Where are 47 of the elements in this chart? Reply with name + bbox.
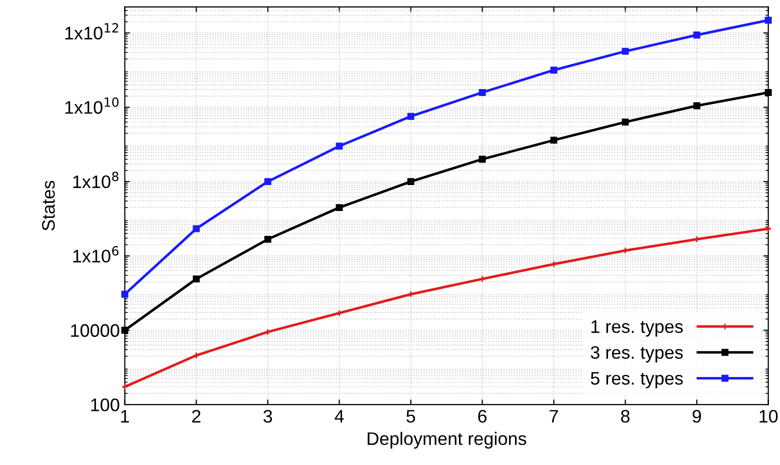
point [121,290,128,298]
y-axis-title: States [42,180,55,231]
x-tick-label: 2 [192,410,200,422]
point [550,136,558,144]
point [693,102,700,110]
point [622,247,629,254]
point [192,352,200,359]
point [764,89,772,96]
point [407,112,414,120]
point [478,275,486,282]
point [478,89,486,96]
point [336,142,343,150]
point [622,118,629,126]
x-tick-label: 9 [692,410,701,423]
point [264,178,272,186]
point [192,225,200,232]
point [407,178,414,186]
point [264,328,272,336]
legend-label: 5 res. types [590,372,683,388]
point [121,326,128,334]
point [121,383,128,390]
y-tick-label: 1x10$^{8}$ [73,172,118,188]
x-axis-title: Deployment regions [368,432,526,449]
point [336,204,343,212]
y-tick-label: 10000 [71,324,120,337]
x-tick-label: 3 [263,410,272,423]
x-tick-label: 1 [121,410,129,422]
y-tick-label: 1x10$^{6}$ [73,246,118,262]
point [550,66,558,74]
legend-label: 1 res. types [591,320,683,337]
x-tick-label: 7 [550,410,558,422]
y-tick-label: 100 [91,398,120,412]
x-tick-label: 6 [478,410,487,423]
x-tick-label: 5 [406,410,416,423]
point [336,310,343,317]
x-tick-label: 8 [621,410,630,423]
point [693,32,700,38]
x-tick-label: 10 [760,410,778,423]
x-tick-label: 4 [334,410,344,422]
point [478,156,486,163]
y-tick-label: 1x10$^{12}$ [65,23,118,40]
point [622,48,629,55]
y-tick-label: 1x10$^{10}$ [65,97,119,114]
legend-label: 3 res. types [590,346,683,362]
point [764,16,772,24]
point [264,236,272,243]
point [192,275,200,282]
